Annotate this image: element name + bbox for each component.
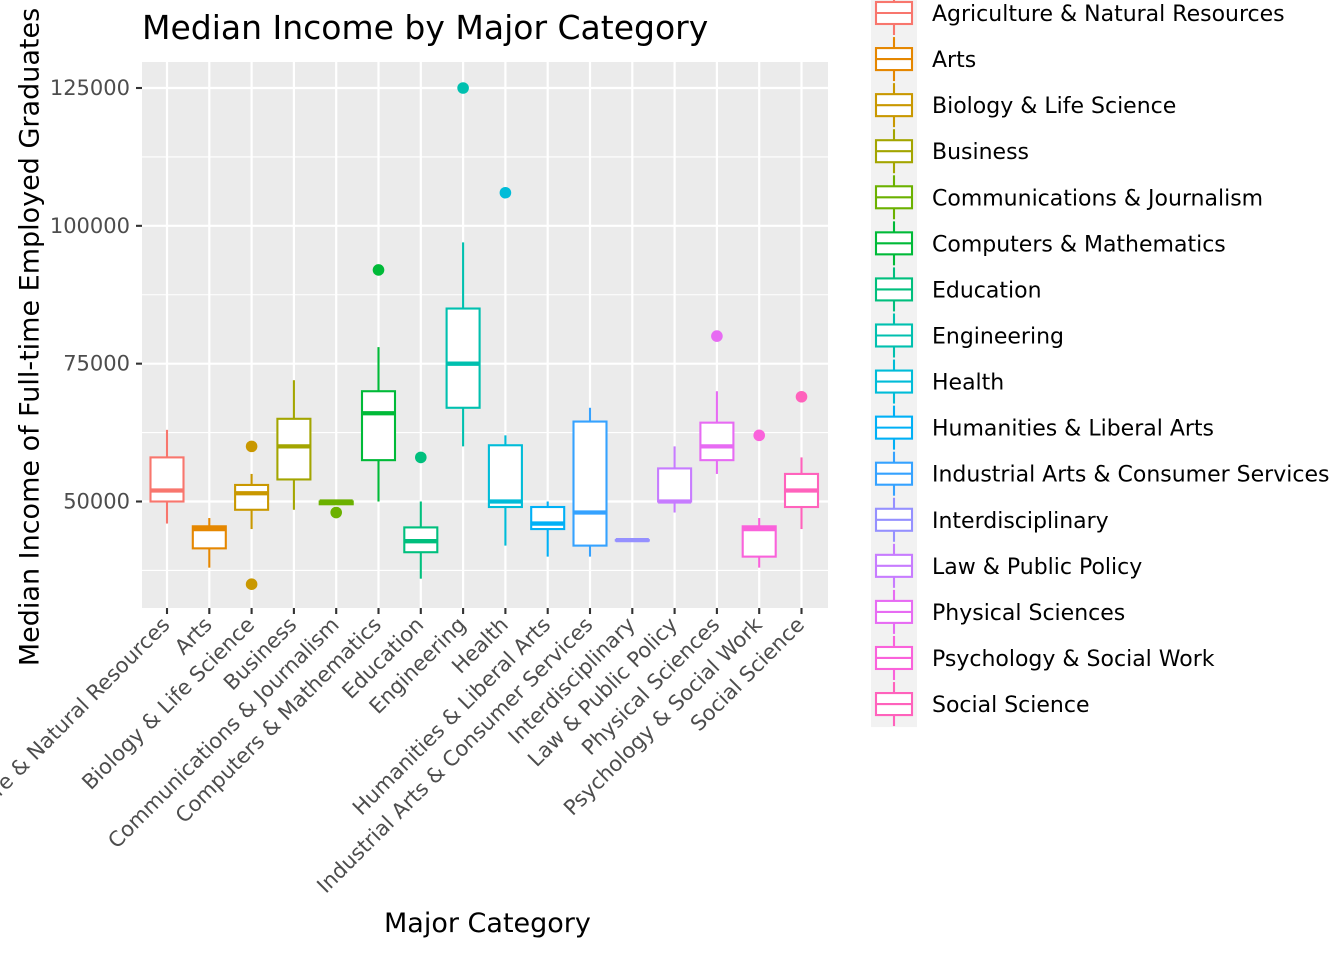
legend-item-14: Physical Sciences [874, 589, 1125, 634]
x-axis-title: Major Category [384, 908, 591, 939]
boxplot-11 [572, 407, 608, 557]
legend-label: Social Science [932, 693, 1090, 718]
box [657, 467, 693, 503]
boxplot-10 [530, 501, 566, 557]
box [487, 444, 523, 509]
boxplot-9 [487, 186, 523, 546]
legend-item-9: Health [874, 359, 1004, 404]
legend-label: Communications & Journalism [932, 186, 1263, 211]
legend-item-13: Law & Public Policy [874, 543, 1142, 588]
boxplot-15 [741, 429, 777, 568]
legend-item-10: Humanities & Liberal Arts [874, 405, 1214, 450]
outlier-point [372, 264, 385, 276]
legend-item-2: Arts [874, 37, 976, 82]
boxplot-3 [234, 440, 270, 590]
legend-label: Business [932, 140, 1029, 165]
boxplot-7 [403, 451, 439, 579]
legend-label: Law & Public Policy [932, 555, 1142, 580]
chart-title: Median Income by Major Category [142, 8, 709, 47]
legend-label: Physical Sciences [932, 601, 1125, 626]
box [741, 525, 777, 558]
boxplots [149, 82, 820, 590]
legend-item-8: Engineering [874, 313, 1064, 358]
x-axis: Agriculture & Natural ResourcesArtsBiolo… [0, 608, 809, 898]
outlier-point [457, 82, 469, 94]
legend: Agriculture & Natural Resources Arts Biolo… [871, 0, 1329, 728]
box [234, 483, 270, 511]
legend-item-7: Education [874, 267, 1042, 312]
legend-label: Biology & Life Science [932, 94, 1176, 119]
outlier-point [245, 440, 258, 453]
plot-background [142, 62, 828, 608]
boxplot-16 [783, 390, 820, 530]
legend-item-12: Interdisciplinary [874, 497, 1109, 542]
box [530, 505, 566, 531]
boxplot-4 [276, 380, 312, 510]
legend-label: Arts [932, 48, 976, 73]
boxplot-5 [318, 499, 354, 519]
legend-label: Computers & Mathematics [932, 232, 1226, 257]
y-tick-label: 50000 [63, 490, 130, 514]
legend-item-6: Computers & Mathematics [874, 221, 1226, 266]
legend-label: Psychology & Social Work [932, 647, 1215, 672]
legend-label: Health [932, 371, 1004, 396]
box [149, 456, 185, 503]
box [276, 417, 312, 481]
plot-panel [142, 62, 828, 608]
y-tick-label: 100000 [50, 214, 130, 238]
outlier-point [711, 330, 723, 342]
box [360, 390, 397, 462]
legend-label: Industrial Arts & Consumer Services [932, 463, 1329, 488]
outlier-point [415, 451, 427, 464]
legend-item-1: Agriculture & Natural Resources [874, 0, 1285, 35]
box [699, 421, 735, 462]
legend-label: Interdisciplinary [932, 509, 1109, 534]
y-tick-label: 75000 [63, 352, 130, 376]
y-axis: 50000 75000 100000 125000 [50, 76, 142, 514]
legend-label: Humanities & Liberal Arts [932, 417, 1214, 442]
boxplot-12 [614, 537, 650, 543]
legend-item-15: Psychology & Social Work [874, 635, 1215, 680]
legend-item-3: Biology & Life Science [874, 83, 1176, 128]
legend-label: Education [932, 278, 1042, 303]
boxplot-1 [149, 429, 185, 524]
boxplot-8 [445, 82, 481, 447]
outlier-point [795, 390, 808, 403]
boxplot-6 [360, 264, 397, 502]
boxplot-2 [191, 518, 227, 568]
boxplot-13 [657, 446, 693, 513]
outlier-point [753, 429, 765, 442]
outlier-point [330, 506, 343, 519]
outlier-point [499, 186, 512, 199]
box [445, 307, 481, 409]
y-tick-label: 125000 [50, 76, 130, 100]
legend-item-11: Industrial Arts & Consumer Services [874, 451, 1329, 496]
legend-label: Agriculture & Natural Resources [932, 2, 1285, 27]
legend-item-16: Social Science [874, 682, 1090, 727]
boxplot-14 [699, 330, 735, 474]
legend-label: Engineering [932, 324, 1064, 349]
legend-item-5: Communications & Journalism [874, 175, 1263, 220]
outlier-point [245, 578, 258, 590]
legend-item-4: Business [874, 129, 1029, 174]
box [572, 420, 608, 547]
box [191, 525, 227, 550]
